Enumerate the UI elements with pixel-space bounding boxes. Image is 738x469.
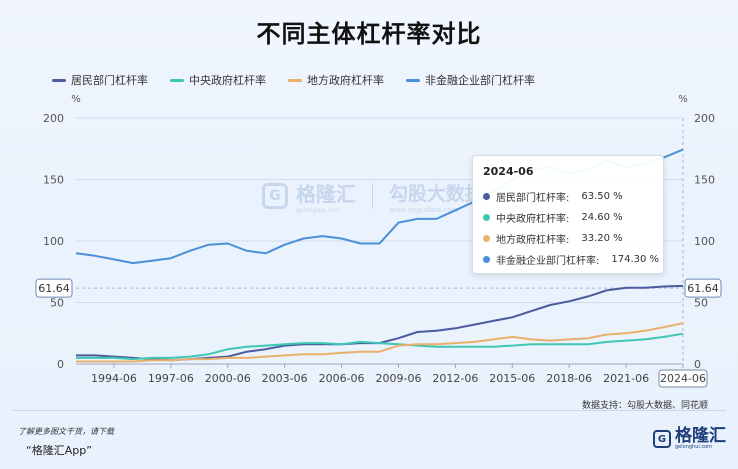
x-tick-label: 2003-06 [262,372,308,385]
brand-logo-text: 格隆汇 [675,426,726,446]
legend-swatch-corporate [406,78,420,82]
chart-legend: 居民部门杠杆率 中央政府杠杆率 地方政府杠杆率 非金融企业部门杠杆率 [52,72,535,88]
x-tick-label: 1997-06 [148,372,194,385]
y-axis-unit-right: % [678,94,688,105]
footer-note: 了解更多图文干货，请下载 [18,427,114,436]
legend-label-central-gov: 中央政府杠杆率 [189,74,266,87]
x-tick-label: 2021-06 [603,372,649,385]
x-tick-label: 2012-06 [432,372,478,385]
x-tick-label: 2015-06 [489,372,535,385]
tooltip-row-central-gov: 中央政府杠杆率: 24.60 % [483,210,623,225]
chart-tooltip: 2024-06 居民部门杠杆率: 63.50 % 中央政府杠杆率: 24.60 % … [472,155,664,274]
y-tick-label-right: 0 [694,358,701,371]
y-tick-label-left: 100 [43,235,64,248]
x-tick-label: 2000-06 [205,372,251,385]
x-tick-label-highlight-box [658,369,708,388]
x-tick-label: 2009-06 [375,372,421,385]
legend-label-household: 居民部门杠杆率 [71,74,148,87]
crosshair-label-right-box [684,278,722,298]
y-tick-label-right: 200 [694,112,715,125]
legend-label-corporate: 非金融企业部门杠杆率 [425,74,535,87]
tooltip-dot-household [483,193,490,200]
x-tick-label: 2018-06 [546,372,592,385]
y-tick-label-left: 0 [57,358,64,371]
tooltip-row-local-gov: 地方政府杠杆率: 33.20 % [483,231,623,246]
brand-logo-sub: gelonghui.com [675,444,713,450]
tooltip-date: 2024-06 [483,165,534,178]
legend-item-central-gov[interactable]: 中央政府杠杆率 [170,72,266,88]
legend-item-household[interactable]: 居民部门杠杆率 [52,72,148,88]
x-tick-label: 2006-06 [319,372,365,385]
legend-swatch-central-gov [170,78,184,82]
chart-title: 不同主体杠杆率对比 [256,20,482,48]
legend-item-local-gov[interactable]: 地方政府杠杆率 [288,72,384,88]
y-tick-label-right: 100 [694,235,715,248]
series-line-central-gov [76,332,684,361]
legend-swatch-household [52,78,66,82]
y-axis-unit-left: % [71,94,81,105]
footer-divider [12,410,726,411]
x-tick-label: 1994-06 [91,372,137,385]
crosshair-label-left: 61.64 [38,282,70,295]
y-tick-label-left: 150 [43,174,64,187]
legend-swatch-local-gov [288,78,302,82]
tooltip-row-corporate: 非金融企业部门杠杆率: 174.30 % [483,252,659,267]
footer-app-name: “格隆汇App” [26,444,92,457]
y-tick-label-left: 200 [43,112,64,125]
brand-logo[interactable]: G 格隆汇 gelonghui.com [653,428,726,450]
y-tick-label-left: 50 [50,297,64,310]
x-tick-label: 2024-06 [660,372,706,385]
series-line-local-gov [76,322,684,363]
legend-item-corporate[interactable]: 非金融企业部门杠杆率 [406,72,535,88]
brand-logo-icon: G [653,430,671,448]
crosshair-label-left-box [35,278,73,298]
tooltip-row-household: 居民部门杠杆率: 63.50 % [483,189,623,204]
tooltip-dot-central-gov [483,214,490,221]
legend-label-local-gov: 地方政府杠杆率 [307,74,384,87]
crosshair-label-right: 61.64 [687,282,719,295]
y-tick-label-right: 150 [694,174,715,187]
tooltip-dot-local-gov [483,235,490,242]
series-line-household [76,284,684,362]
y-tick-label-right: 50 [694,297,708,310]
data-source: 数据支持：勾股大数据、同花顺 [581,401,708,411]
tooltip-dot-corporate [483,256,490,263]
